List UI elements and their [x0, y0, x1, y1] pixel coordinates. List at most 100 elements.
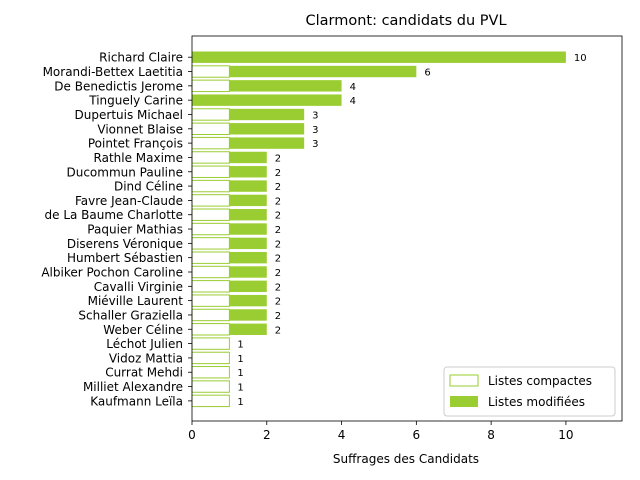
category-label: Albiker Pochon Caroline [41, 266, 183, 280]
category-label: Humbert Sébastien [67, 251, 183, 265]
value-label: 3 [312, 110, 318, 121]
bar-compactes-ducommun-pauline [191, 165, 230, 178]
bar-modifiees-cavalli-virginie [229, 280, 267, 293]
legend: Listes compactes Listes modifiées [443, 366, 616, 417]
bar-compactes-milliet-alexandre [191, 380, 230, 393]
bar-compactes-paquier-mathias [191, 222, 230, 236]
category-label: Tinguely Carine [88, 94, 183, 108]
x-tick-label: 8 [487, 428, 495, 442]
value-label: 1 [237, 340, 243, 351]
category-label: Weber Céline [103, 323, 183, 337]
legend-box [443, 366, 616, 417]
x-axis-label: Suffrages des Candidats [333, 452, 479, 466]
category-label: de La Baume Charlotte [45, 208, 184, 222]
bar-modifiees-de-la-baume-charlotte [229, 209, 267, 221]
category-label: De Benedictis Jerome [54, 79, 183, 93]
category-label: Léchot Julien [106, 337, 183, 351]
bars-layer [191, 51, 566, 408]
value-label: 2 [275, 311, 281, 322]
value-label: 2 [275, 282, 281, 293]
category-label: Favre Jean-Claude [75, 194, 183, 208]
value-label: 2 [275, 182, 281, 193]
legend-swatch-listes-modifiees [450, 396, 478, 407]
plot-frame [191, 35, 623, 422]
bar-compactes-diserens-veronique [191, 237, 230, 250]
bar-compactes-rathle-maxime [191, 151, 230, 164]
chart-title: Clarmont: candidats du PVL [305, 13, 506, 29]
value-label: 6 [424, 68, 430, 79]
category-label: Milliet Alexandre [83, 380, 183, 394]
value-label: 2 [275, 153, 281, 164]
value-label: 1 [237, 354, 243, 365]
x-tick-label: 2 [263, 428, 271, 442]
bar-compactes-pointet-francois [191, 136, 230, 150]
bar-compactes-de-la-baume-charlotte [191, 208, 230, 221]
bar-compactes-currat-mehdi [191, 366, 230, 379]
bar-compactes-vidoz-mattia [191, 351, 230, 365]
legend-label: Listes compactes [488, 374, 592, 388]
axes: 0 2 4 6 8 10 [188, 35, 623, 442]
bar-compactes-dind-celine [191, 179, 230, 193]
bar-modifiees-dupertuis-michael [229, 108, 305, 121]
category-label: Diserens Véronique [67, 237, 183, 251]
bar-modifiees-schaller-graziella [229, 309, 267, 321]
bar-modifiees-paquier-mathias [229, 223, 267, 235]
legend-swatch-listes-compactes [449, 374, 479, 387]
bar-modifiees-weber-celine [229, 323, 267, 335]
bar-compactes-kaufmann-leila [191, 394, 230, 408]
bar-compactes-de-benedictis-jerome [191, 79, 230, 93]
category-label: Ducommun Pauline [66, 165, 183, 179]
category-label: Currat Mehdi [105, 366, 183, 380]
category-label: Dind Céline [114, 180, 183, 194]
bar-modifiees-pointet-francois [229, 137, 305, 149]
category-label: Paquier Mathias [87, 223, 183, 237]
category-label: Cavalli Virginie [94, 280, 183, 294]
category-label: Miéville Laurent [88, 294, 184, 308]
bar-modifiees-mieville-laurent [229, 294, 267, 307]
category-label: Vidoz Mattia [109, 351, 183, 365]
bar-modifiees-dind-celine [229, 180, 267, 192]
bar-modifiees-diserens-veronique [229, 237, 267, 250]
bar-modifiees-vionnet-blaise [229, 123, 305, 135]
value-label: 4 [350, 96, 356, 107]
value-label: 2 [275, 254, 281, 265]
bar-compactes-morandi-bettex-laetitia [191, 65, 230, 78]
value-label: 2 [275, 297, 281, 308]
value-label: 2 [275, 196, 281, 207]
value-label: 2 [275, 268, 281, 279]
value-label: 10 [574, 53, 587, 64]
legend-label: Listes modifiées [488, 395, 585, 409]
x-tick-label: 4 [338, 428, 346, 442]
category-label: Richard Claire [99, 51, 183, 65]
value-label: 3 [312, 139, 318, 150]
category-label: Rathle Maxime [94, 151, 183, 165]
value-label: 1 [237, 368, 243, 379]
value-labels: 10 6 4 4 3 3 3 2 2 2 2 2 2 2 2 2 2 2 2 2 1 1 1 1 1 [237, 53, 586, 408]
x-tick-label: 10 [558, 428, 573, 442]
value-label: 1 [237, 397, 243, 408]
bar-compactes-cavalli-virginie [191, 280, 230, 293]
bar-modifiees-favre-jean-claude [229, 194, 267, 207]
bar-compactes-dupertuis-michael [191, 108, 230, 121]
bar-modifiees-humbert-sebastien [229, 251, 267, 264]
category-label: Pointet François [88, 137, 183, 151]
category-label: Morandi-Bettex Laetitia [43, 65, 183, 79]
bar-compactes-favre-jean-claude [191, 194, 230, 207]
value-label: 2 [275, 168, 281, 179]
bar-compactes-vionnet-blaise [191, 122, 230, 135]
bar-compactes-lechot-julien [191, 337, 230, 350]
value-label: 3 [312, 125, 318, 136]
category-label: Vionnet Blaise [97, 122, 183, 136]
bar-compactes-weber-celine [191, 323, 230, 336]
bar-compactes-mieville-laurent [191, 294, 230, 307]
bar-modifiees-ducommun-pauline [229, 166, 267, 178]
category-label: Dupertuis Michael [75, 108, 183, 122]
bar-modifiees-albiker-pochon-caroline [229, 266, 267, 278]
bar-modifiees-morandi-bettex-laetitia [229, 65, 417, 78]
value-label: 4 [350, 82, 356, 93]
value-label: 2 [275, 225, 281, 236]
value-label: 1 [237, 383, 243, 394]
bar-modifiees-rathle-maxime [229, 151, 267, 164]
